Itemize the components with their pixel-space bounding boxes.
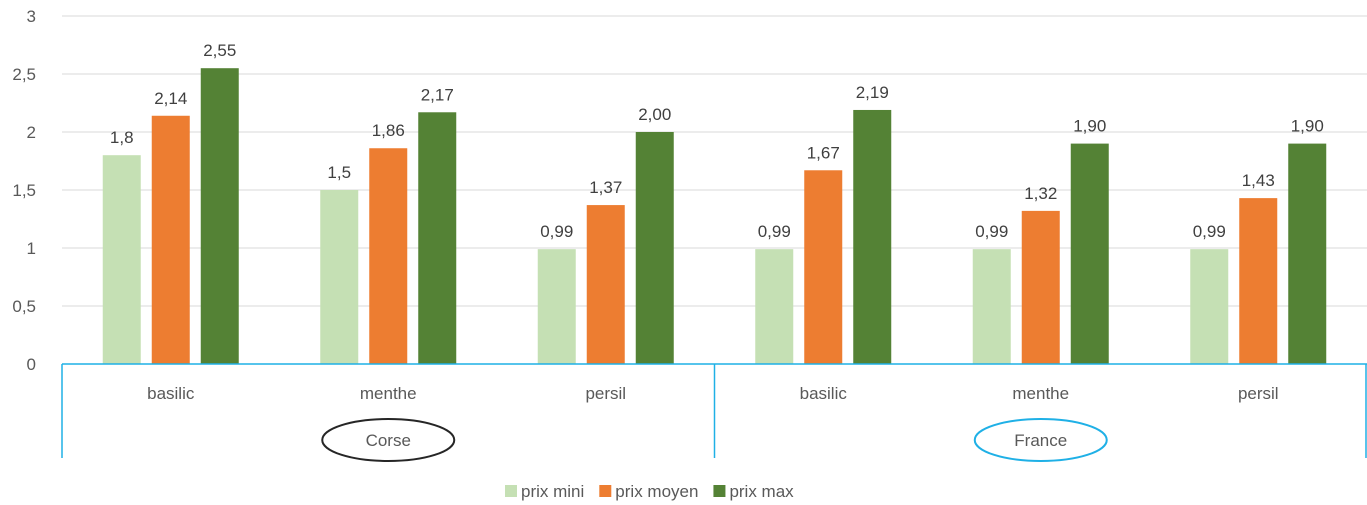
bar [102,155,141,364]
y-tick-label: 1 [27,239,36,258]
data-label: 2,55 [203,41,236,60]
bar [755,249,794,364]
bar [635,132,674,364]
bar [537,249,576,364]
bar [1021,210,1060,364]
category-label: persil [1238,384,1279,403]
legend-swatch [713,485,726,497]
legend-label: prix max [729,482,794,501]
bars [102,68,1327,365]
bar [1070,143,1109,364]
group-label: Corse [366,431,411,450]
y-tick-label: 0 [27,355,36,374]
bar [586,205,625,364]
data-label: 1,90 [1073,117,1106,136]
data-label: 1,67 [807,143,840,162]
data-label: 2,00 [638,105,671,124]
group-label-outline [321,418,456,462]
legend-swatch [505,485,517,497]
data-labels: 1,8 2,14 2,55 1,5 1,86 2,17 0,99 1,37 2,00 0,99 1,… [110,41,1324,241]
data-label: 2,19 [856,83,889,102]
bar [804,170,843,364]
category-label: persil [585,384,626,403]
bar [151,115,190,364]
data-label: 2,17 [421,85,454,104]
legend-label: prix moyen [615,482,698,501]
category-label: menthe [360,384,417,403]
category-axis: basilic menthe persil basilic menthe persil Co… [61,363,1367,462]
group-label: France [1014,431,1067,450]
category-label: basilic [147,384,195,403]
data-label: 2,14 [154,89,187,108]
bar [972,249,1011,364]
data-label: 1,43 [1242,171,1275,190]
y-tick-label: 0,5 [12,297,36,316]
bar [1239,198,1278,364]
data-label: 0,99 [540,222,573,241]
data-label: 0,99 [975,222,1008,241]
data-label: 1,37 [589,178,622,197]
y-tick-label: 2,5 [12,65,36,84]
bar [369,148,408,364]
bar [200,68,239,364]
data-label: 1,5 [327,163,351,182]
data-label: 0,99 [1193,222,1226,241]
data-label: 1,90 [1291,117,1324,136]
y-tick-label: 1,5 [12,181,36,200]
data-label: 1,32 [1024,184,1057,203]
y-tick-label: 2 [27,123,36,142]
bar [1288,143,1327,364]
y-tick-label: 3 [27,7,36,26]
group-label-outline [973,418,1108,462]
data-label: 1,86 [372,121,405,140]
bar [320,190,359,364]
gridlines [62,15,1367,307]
bar [1190,249,1229,364]
y-axis-tick-labels: 0 0,5 1 1,5 2 2,5 3 [12,7,36,374]
legend-label: prix mini [521,482,584,501]
data-label: 1,8 [110,128,134,147]
bar [853,109,892,365]
legend: prix mini prix moyen prix max [505,482,794,501]
category-label: basilic [800,384,848,403]
category-label: menthe [1012,384,1069,403]
bar [418,112,457,364]
legend-swatch [599,485,612,497]
data-label: 0,99 [758,222,791,241]
